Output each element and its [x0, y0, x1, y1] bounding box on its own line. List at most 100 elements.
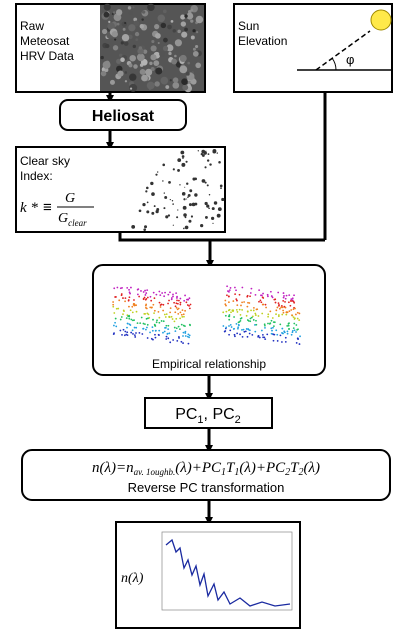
- texture-dot: [162, 164, 165, 167]
- texture-dot: [163, 207, 165, 209]
- texture-dot: [283, 295, 285, 297]
- texture-dot: [170, 79, 172, 81]
- texture-dot: [193, 51, 199, 57]
- texture-dot: [128, 306, 130, 308]
- texture-dot: [183, 213, 187, 217]
- texture-dot: [293, 294, 295, 296]
- texture-dot: [137, 288, 139, 290]
- texture-dot: [142, 10, 145, 13]
- texture-dot: [256, 309, 258, 311]
- texture-dot: [240, 320, 242, 322]
- texture-dot: [262, 293, 264, 295]
- texture-dot: [230, 324, 232, 326]
- texture-dot: [225, 327, 227, 329]
- texture-dot: [125, 334, 127, 336]
- texture-dot: [255, 320, 257, 322]
- texture-dot: [146, 308, 148, 310]
- texture-dot: [104, 4, 111, 11]
- texture-dot: [189, 297, 191, 299]
- texture-dot: [173, 302, 175, 304]
- texture-dot: [130, 287, 132, 289]
- texture-dot: [298, 319, 300, 321]
- texture-dot: [282, 300, 284, 302]
- texture-dot: [147, 297, 149, 299]
- texture-dot: [235, 289, 237, 291]
- texture-dot: [133, 64, 138, 69]
- eq: (λ): [303, 460, 320, 476]
- texture-dot: [128, 316, 130, 318]
- texture-dot: [146, 187, 149, 190]
- texture-dot: [116, 9, 122, 15]
- texture-dot: [233, 328, 235, 330]
- texture-dot: [192, 29, 195, 32]
- texture-dot: [166, 313, 168, 315]
- texture-dot: [121, 294, 123, 296]
- texture-dot: [129, 296, 131, 298]
- texture-dot: [230, 311, 232, 313]
- texture-dot: [182, 342, 184, 344]
- texture-dot: [155, 330, 157, 332]
- texture-dot: [154, 325, 156, 327]
- texture-dot: [178, 336, 180, 338]
- texture-dot: [292, 331, 294, 333]
- texture-dot: [259, 337, 261, 339]
- clear-sky-line: Index:: [20, 169, 53, 183]
- texture-dot: [154, 310, 156, 312]
- texture-dot: [246, 315, 248, 317]
- texture-dot: [177, 313, 179, 315]
- texture-dot: [149, 62, 152, 65]
- texture-dot: [187, 196, 189, 198]
- texture-dot: [179, 184, 180, 185]
- texture-dot: [154, 81, 159, 86]
- texture-dot: [264, 338, 266, 340]
- texture-dot: [158, 322, 160, 324]
- texture-dot: [145, 292, 147, 294]
- texture-dot: [273, 325, 275, 327]
- texture-dot: [104, 12, 110, 18]
- diagram: Raw Meteosat HRV Data Sun Elevation φ He…: [0, 0, 407, 635]
- texture-dot: [146, 289, 148, 291]
- texture-dot: [143, 298, 145, 300]
- texture-dot: [192, 203, 196, 207]
- texture-dot: [145, 329, 147, 331]
- texture-dot: [283, 312, 285, 314]
- texture-dot: [128, 24, 135, 31]
- texture-dot: [283, 292, 285, 294]
- texture-dot: [105, 44, 109, 48]
- texture-dot: [158, 311, 160, 313]
- texture-dot: [208, 207, 210, 209]
- texture-dot: [179, 317, 181, 319]
- texture-dot: [131, 225, 135, 229]
- texture-dot: [116, 308, 118, 310]
- texture-dot: [267, 323, 269, 325]
- texture-dot: [267, 294, 269, 296]
- texture-dot: [168, 52, 171, 55]
- texture-dot: [126, 331, 128, 333]
- texture-dot: [159, 51, 165, 57]
- texture-dot: [293, 327, 295, 329]
- texture-dot: [267, 316, 269, 318]
- texture-dot: [165, 85, 169, 89]
- output-label: n(λ): [121, 571, 144, 586]
- texture-dot: [171, 316, 173, 318]
- texture-dot: [207, 159, 209, 161]
- texture-dot: [180, 55, 187, 62]
- formula-rel: ≡: [43, 199, 52, 216]
- texture-dot: [121, 316, 123, 318]
- texture-dot: [258, 315, 260, 317]
- texture-dot: [129, 55, 136, 62]
- texture-dot: [183, 206, 187, 210]
- texture-dot: [270, 291, 272, 293]
- texture-dot: [275, 309, 277, 311]
- texture-dot: [295, 324, 297, 326]
- texture-dot: [259, 300, 261, 302]
- texture-dot: [165, 327, 167, 329]
- texture-dot: [122, 297, 124, 299]
- texture-dot: [158, 291, 160, 293]
- eq: (λ)+PC: [175, 460, 222, 476]
- texture-dot: [161, 23, 166, 28]
- texture-dot: [258, 335, 260, 337]
- texture-dot: [288, 328, 290, 330]
- texture-dot: [280, 335, 282, 337]
- texture-dot: [249, 333, 251, 335]
